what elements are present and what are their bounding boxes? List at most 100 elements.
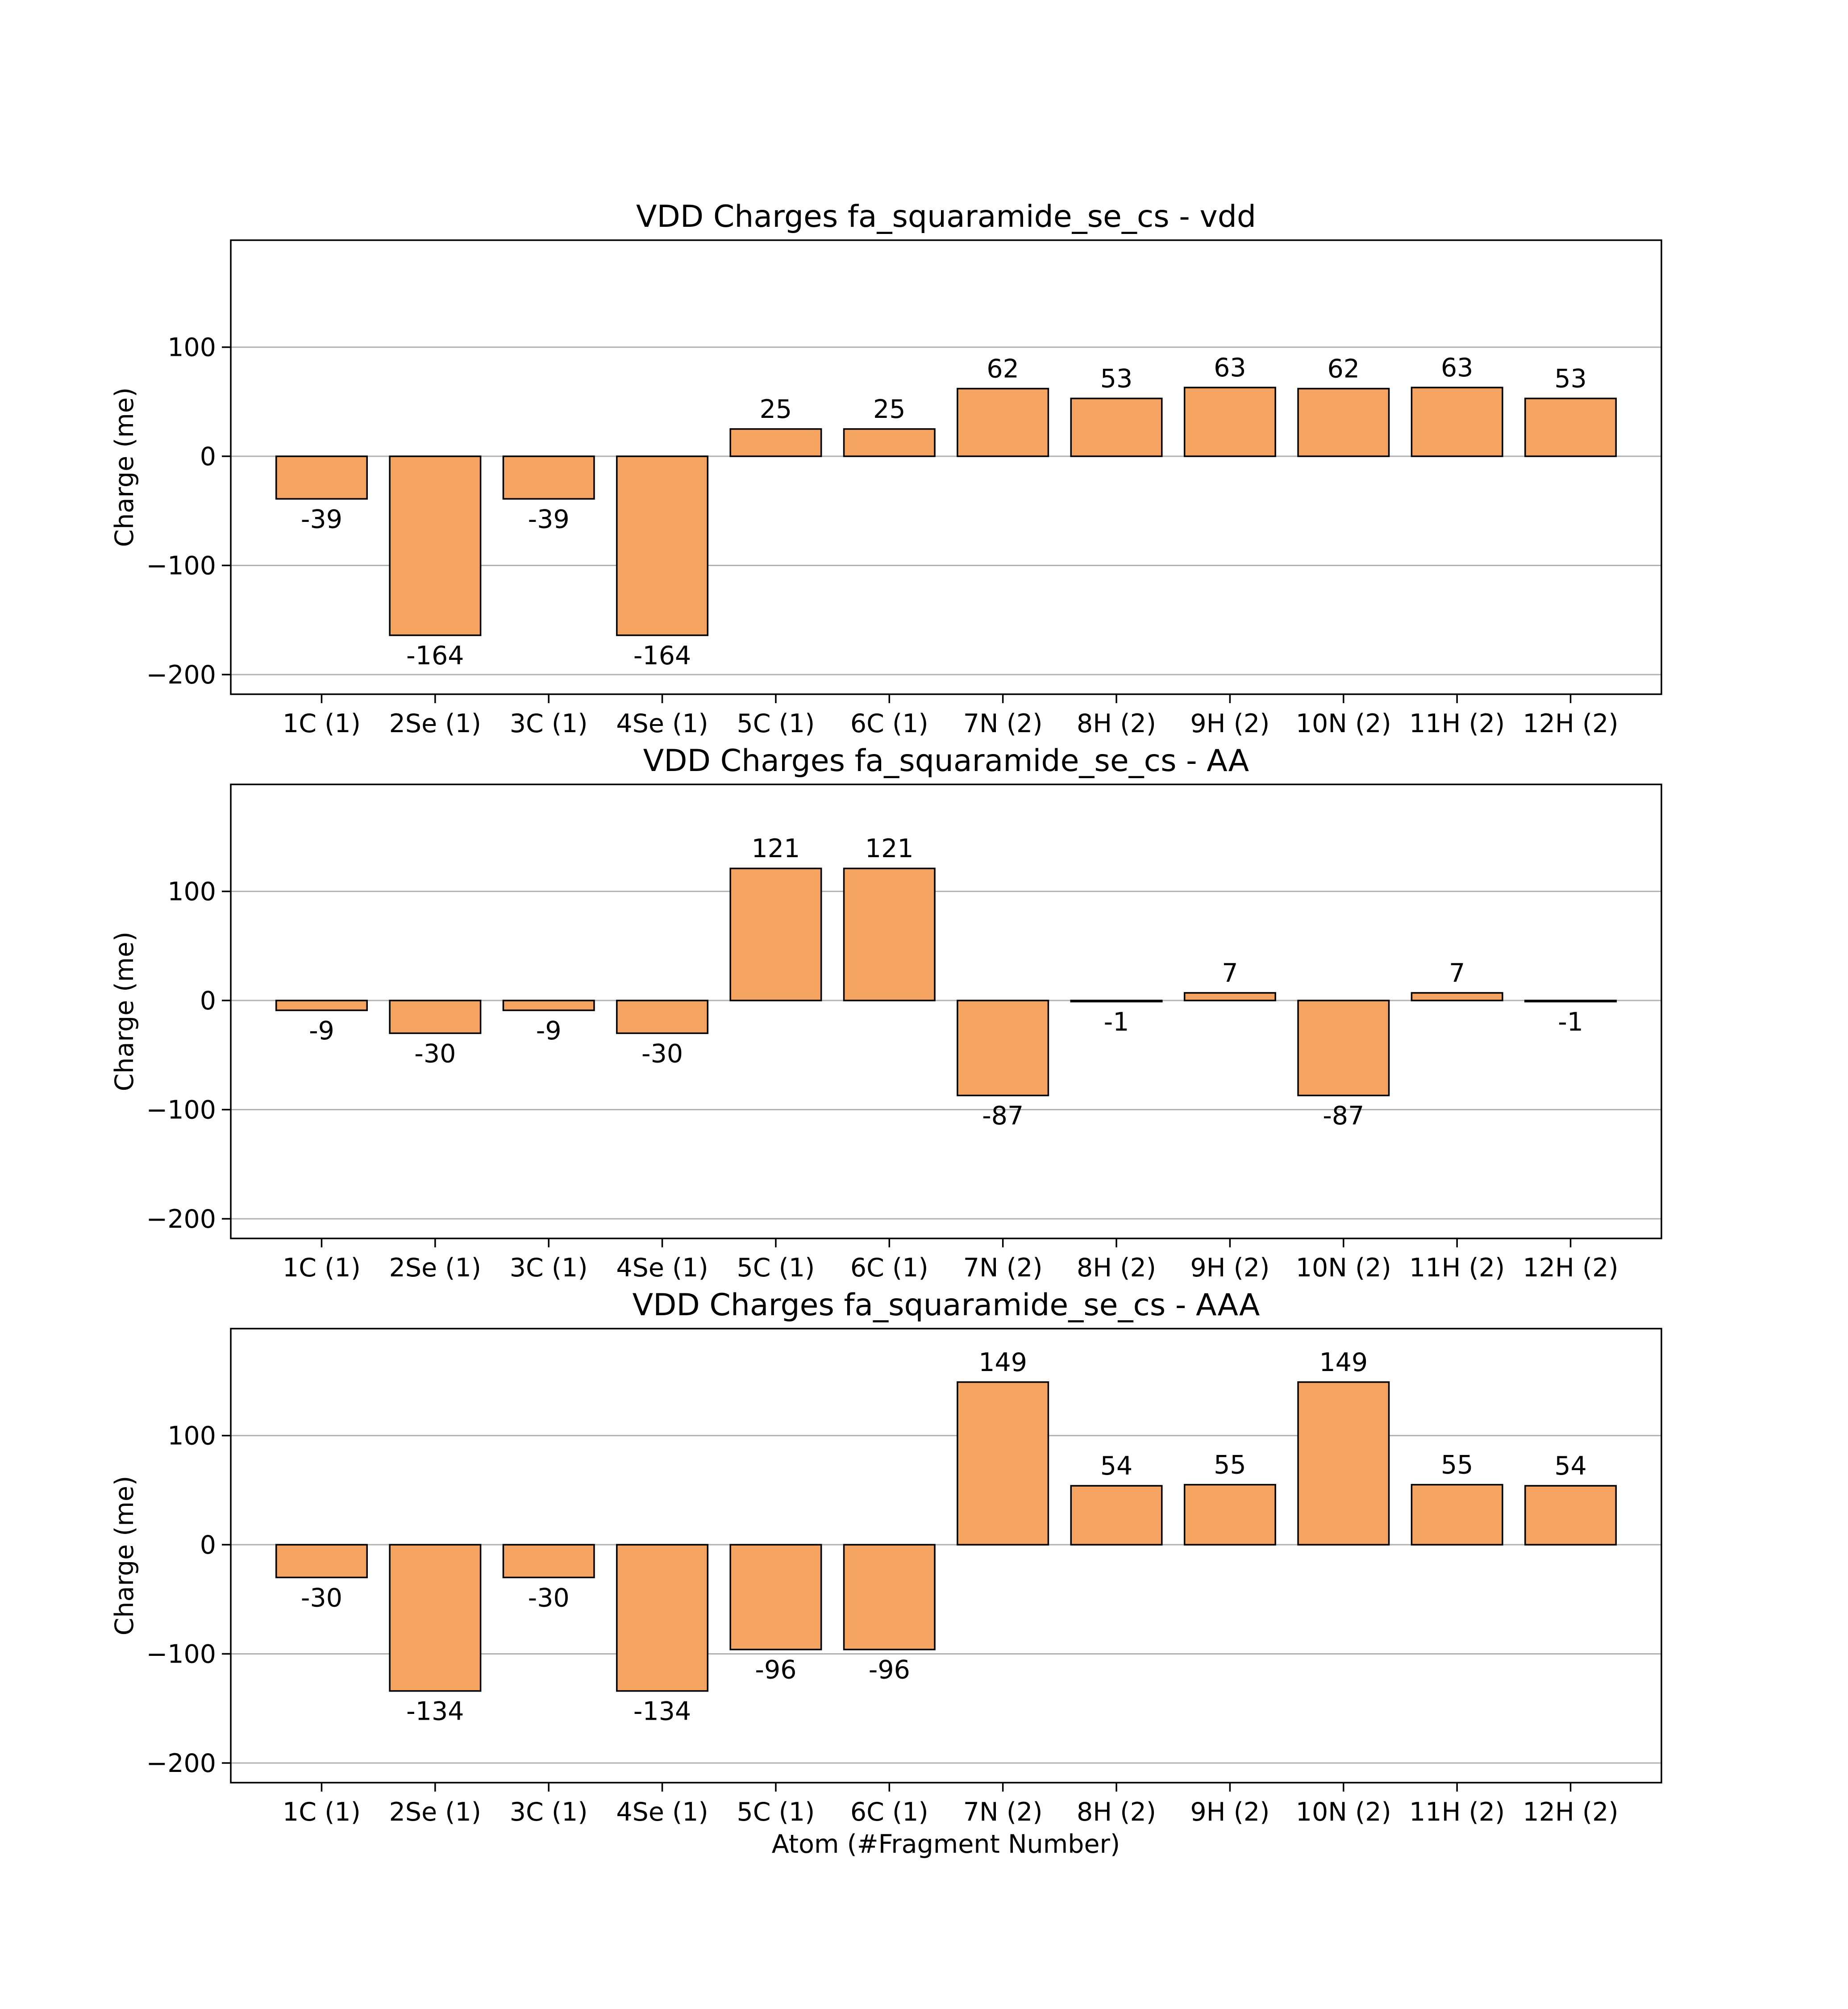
bar-7 bbox=[957, 388, 1049, 457]
y-tick-label: −100 bbox=[146, 1640, 216, 1669]
y-axis-label: Charge (me) bbox=[110, 388, 139, 547]
chart-panel-2: -9 -30 -9 -30 121 121 -87 -1 7 -87 7 -1 −200 −100 0 100… bbox=[110, 743, 1662, 1283]
x-axis-label: Atom (#Fragment Number) bbox=[772, 1830, 1120, 1859]
chart-title: VDD Charges fa_squaramide_se_cs - AA bbox=[643, 743, 1249, 779]
x-tick-label: 6C (1) bbox=[850, 1797, 928, 1827]
x-tick-label: 6C (1) bbox=[850, 709, 928, 738]
x-tick-label: 8H (2) bbox=[1077, 1797, 1156, 1827]
x-tick-label: 2Se (1) bbox=[389, 1253, 481, 1283]
bar-value-label: -96 bbox=[869, 1655, 910, 1685]
bar-value-label: -9 bbox=[309, 1016, 334, 1046]
bar-12 bbox=[1524, 1000, 1617, 1003]
bar-value-label: 63 bbox=[1214, 353, 1246, 383]
bar-value-label: -1 bbox=[1558, 1007, 1583, 1037]
x-tick-label: 7N (2) bbox=[963, 1253, 1043, 1283]
x-tick-label: 12H (2) bbox=[1523, 1797, 1618, 1827]
y-tick-label: −100 bbox=[146, 551, 216, 581]
bar-6 bbox=[843, 1544, 936, 1651]
axes-frame bbox=[230, 239, 1662, 695]
bar-value-label: 149 bbox=[978, 1348, 1027, 1377]
bar-value-label: 149 bbox=[1319, 1348, 1368, 1377]
axes-frame bbox=[230, 1328, 1662, 1784]
bar-6 bbox=[843, 428, 936, 457]
bar-10 bbox=[1297, 1381, 1390, 1546]
y-tick-label: −200 bbox=[146, 1749, 216, 1778]
x-tick-label: 7N (2) bbox=[963, 1797, 1043, 1827]
bar-7 bbox=[957, 1381, 1049, 1546]
bar-3 bbox=[502, 1544, 595, 1579]
bar-value-label: 63 bbox=[1441, 353, 1473, 383]
x-tick-label: 10N (2) bbox=[1296, 709, 1391, 738]
y-tick-label: 0 bbox=[200, 442, 216, 471]
x-tick-label: 8H (2) bbox=[1077, 709, 1156, 738]
x-tick-label: 6C (1) bbox=[850, 1253, 928, 1283]
x-tick-label: 12H (2) bbox=[1523, 1253, 1618, 1283]
x-tick-label: 5C (1) bbox=[737, 709, 815, 738]
bar-5 bbox=[729, 428, 822, 457]
x-tick-label: 1C (1) bbox=[283, 1253, 361, 1283]
x-tick-label: 4Se (1) bbox=[616, 1253, 708, 1283]
bar-value-label: -1 bbox=[1104, 1007, 1129, 1037]
bar-2 bbox=[389, 1000, 482, 1034]
y-tick-label: −200 bbox=[146, 660, 216, 690]
bar-value-label: 7 bbox=[1222, 959, 1238, 988]
bar-8 bbox=[1070, 1485, 1163, 1546]
chart-title: VDD Charges fa_squaramide_se_cs - vdd bbox=[636, 199, 1256, 234]
bar-value-label: -30 bbox=[301, 1583, 342, 1613]
bar-value-label: 54 bbox=[1100, 1451, 1133, 1481]
x-tick-label: 9H (2) bbox=[1190, 709, 1269, 738]
x-tick-label: 3C (1) bbox=[510, 709, 588, 738]
bar-2 bbox=[389, 1544, 482, 1692]
x-tick-label: 3C (1) bbox=[510, 1253, 588, 1283]
x-tick-label: 12H (2) bbox=[1523, 709, 1618, 738]
bar-value-label: 62 bbox=[986, 354, 1019, 383]
bar-6 bbox=[843, 867, 936, 1001]
bar-9 bbox=[1183, 1484, 1276, 1546]
x-tick-label: 4Se (1) bbox=[616, 1797, 708, 1827]
x-tick-label: 1C (1) bbox=[283, 1797, 361, 1827]
bar-9 bbox=[1183, 387, 1276, 457]
bar-value-label: -164 bbox=[406, 641, 464, 671]
x-tick-label: 9H (2) bbox=[1190, 1253, 1269, 1283]
bar-value-label: 62 bbox=[1328, 354, 1360, 383]
bar-value-label: 53 bbox=[1554, 364, 1587, 393]
x-tick-label: 11H (2) bbox=[1409, 709, 1505, 738]
bar-value-label: 25 bbox=[873, 395, 906, 424]
x-tick-label: 7N (2) bbox=[963, 709, 1043, 738]
bar-4 bbox=[616, 1000, 709, 1034]
x-tick-label: 4Se (1) bbox=[616, 709, 708, 738]
bar-value-label: -87 bbox=[1323, 1101, 1364, 1131]
y-tick-label: 100 bbox=[167, 877, 216, 907]
bar-11 bbox=[1411, 1484, 1503, 1546]
bar-value-label: 121 bbox=[865, 834, 914, 863]
bar-value-label: -134 bbox=[406, 1697, 464, 1726]
bar-4 bbox=[616, 1544, 709, 1692]
y-tick-label: 100 bbox=[167, 333, 216, 363]
bar-11 bbox=[1411, 387, 1503, 457]
bar-value-label: 55 bbox=[1214, 1450, 1246, 1480]
bar-1 bbox=[275, 1544, 368, 1579]
y-tick-label: −100 bbox=[146, 1096, 216, 1125]
bar-value-label: 25 bbox=[760, 395, 792, 424]
x-tick-label: 2Se (1) bbox=[389, 709, 481, 738]
chart-panel-1: -39 -164 -39 -164 25 25 62 53 63 62 63 53 −200 −100 0 1… bbox=[110, 199, 1662, 738]
bar-3 bbox=[502, 455, 595, 500]
bar-8 bbox=[1070, 1000, 1163, 1003]
y-tick-label: 0 bbox=[200, 1530, 216, 1560]
bar-value-label: -39 bbox=[528, 504, 570, 534]
y-axis-label: Charge (me) bbox=[110, 1476, 139, 1636]
x-tick-label: 9H (2) bbox=[1190, 1797, 1269, 1827]
x-tick-label: 11H (2) bbox=[1409, 1797, 1505, 1827]
x-tick-label: 10N (2) bbox=[1296, 1797, 1391, 1827]
y-axis-label: Charge (me) bbox=[110, 932, 139, 1092]
bar-12 bbox=[1524, 397, 1617, 457]
x-tick-label: 3C (1) bbox=[510, 1797, 588, 1827]
bar-value-label: 121 bbox=[752, 834, 800, 863]
bar-value-label: -164 bbox=[633, 641, 691, 671]
bar-value-label: 53 bbox=[1100, 364, 1133, 393]
bar-value-label: -96 bbox=[755, 1655, 796, 1685]
bar-2 bbox=[389, 455, 482, 636]
x-tick-label: 5C (1) bbox=[737, 1797, 815, 1827]
x-tick-label: 5C (1) bbox=[737, 1253, 815, 1283]
